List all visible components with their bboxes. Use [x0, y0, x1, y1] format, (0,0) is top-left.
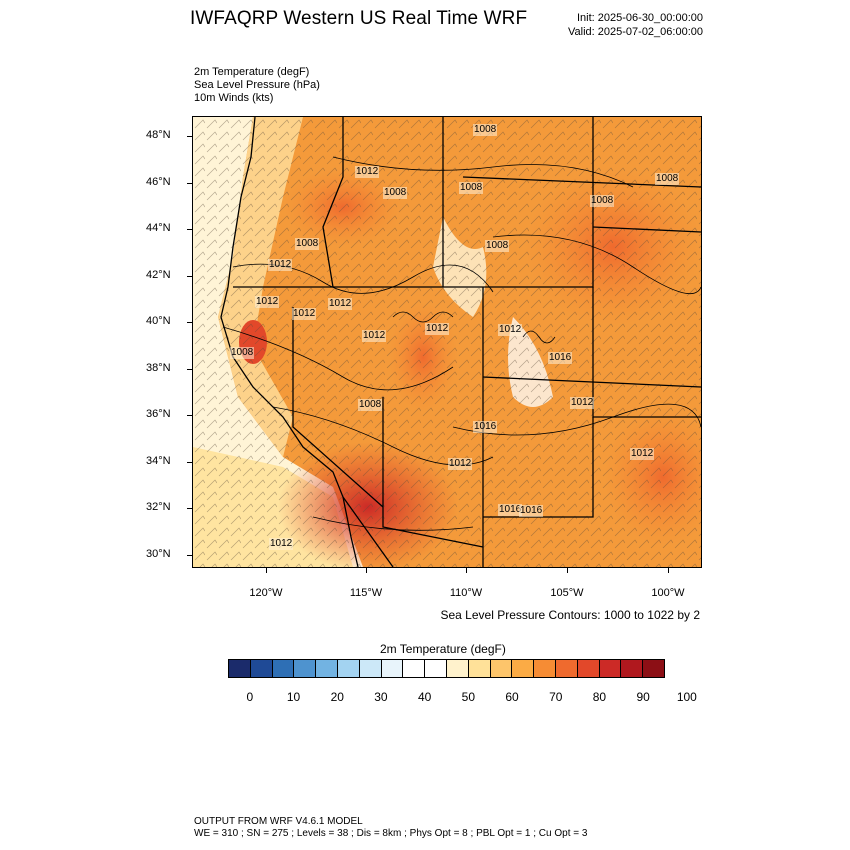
pressure-contour-label: 1012	[425, 323, 450, 335]
colorbar-label: 20	[330, 690, 344, 704]
contour-note: Sea Level Pressure Contours: 1000 to 102…	[440, 608, 701, 622]
colorbar-label: 10	[286, 690, 301, 704]
pressure-contour-label: 1016	[519, 505, 544, 517]
colorbar-label: 50	[461, 690, 476, 704]
lat-label-46n: 46°N	[146, 176, 171, 188]
field-label-temperature: 2m Temperature (degF)	[194, 66, 310, 78]
colorbar-cell	[643, 660, 664, 677]
pressure-contour-label: 1012	[498, 324, 523, 336]
lat-tick	[187, 136, 192, 137]
pressure-contour-label: 1008	[473, 124, 498, 136]
pressure-contour-label: 1008	[383, 187, 408, 199]
colorbar-cell	[337, 660, 360, 677]
pressure-contour-label: 1012	[269, 538, 294, 550]
colorbar-cell	[425, 660, 447, 677]
lon-label-105w: 105°W	[550, 587, 584, 599]
pressure-contour-label: 1008	[230, 347, 255, 359]
lat-tick	[187, 462, 192, 463]
colorbar-cell	[446, 660, 469, 677]
colorbar-label: 100	[676, 690, 697, 704]
lat-tick	[187, 415, 192, 416]
colorbar-label: 30	[374, 690, 388, 704]
colorbar	[228, 659, 665, 678]
pressure-contour-label: 1012	[255, 296, 280, 308]
pressure-contour-label: 1012	[570, 397, 595, 409]
footer-model: OUTPUT FROM WRF V4.6.1 MODEL	[194, 816, 363, 827]
lon-label-120w: 120°W	[249, 587, 283, 599]
lat-label-40n: 40°N	[146, 315, 171, 327]
field-label-winds: 10m Winds (kts)	[194, 92, 274, 104]
pressure-contour-label: 1016	[548, 352, 573, 364]
pressure-contour-label: 1008	[358, 399, 383, 411]
pressure-contour-label: 1008	[459, 182, 484, 194]
colorbar-cell	[599, 660, 622, 677]
colorbar-title: 2m Temperature (degF)	[380, 642, 506, 656]
pressure-contour-label: 1012	[268, 259, 293, 271]
lon-label-100w: 100°W	[651, 587, 685, 599]
lon-label-115w: 115°W	[349, 587, 383, 599]
map-graphic	[193, 117, 701, 567]
colorbar-cell	[316, 660, 338, 677]
lat-label-38n: 38°N	[146, 362, 171, 374]
lon-label-110w: 110°W	[449, 587, 483, 599]
colorbar-cell	[468, 660, 491, 677]
colorbar-cell	[229, 660, 251, 677]
lat-label-36n: 36°N	[146, 408, 171, 420]
lat-tick	[187, 322, 192, 323]
lat-label-34n: 34°N	[146, 455, 171, 467]
colorbar-cell	[359, 660, 382, 677]
colorbar-cell	[490, 660, 513, 677]
pressure-contour-label: 1008	[295, 238, 320, 250]
colorbar-label: 60	[505, 690, 519, 704]
field-label-pressure: Sea Level Pressure (hPa)	[194, 79, 320, 91]
valid-time: Valid: 2025-07-02_06:00:00	[568, 26, 703, 38]
lon-tick	[668, 568, 669, 573]
lat-label-48n: 48°N	[146, 129, 171, 141]
colorbar-cell	[294, 660, 317, 677]
colorbar-cell	[577, 660, 600, 677]
lat-tick	[187, 183, 192, 184]
lat-tick	[187, 369, 192, 370]
init-time: Init: 2025-06-30_00:00:00	[577, 12, 703, 24]
pressure-contour-label: 1008	[655, 173, 680, 185]
colorbar-cell	[272, 660, 295, 677]
colorbar-cell	[381, 660, 404, 677]
pressure-contour-label: 1012	[630, 448, 655, 460]
chart-title: IWFAQRP Western US Real Time WRF	[190, 8, 528, 29]
lon-tick	[466, 568, 467, 573]
pressure-contour-label: 1012	[362, 330, 387, 342]
colorbar-cell	[403, 660, 426, 677]
lat-tick	[187, 555, 192, 556]
colorbar-label: 70	[549, 690, 563, 704]
lat-label-44n: 44°N	[146, 222, 171, 234]
lat-label-42n: 42°N	[146, 269, 171, 281]
colorbar-cell	[621, 660, 644, 677]
pressure-contour-label: 1016	[473, 421, 498, 433]
pressure-contour-label: 1008	[590, 195, 615, 207]
colorbar-label: 0	[246, 690, 254, 704]
pressure-contour-label: 1012	[328, 298, 353, 310]
pressure-contour-label: 1012	[355, 166, 380, 178]
colorbar-cell	[512, 660, 535, 677]
pressure-contour-label: 1012	[448, 458, 473, 470]
colorbar-cell	[250, 660, 273, 677]
footer-config: WE = 310 ; SN = 275 ; Levels = 38 ; Dis …	[194, 828, 588, 839]
colorbar-label: 80	[592, 690, 607, 704]
lat-tick	[187, 229, 192, 230]
lat-label-30n: 30°N	[146, 548, 171, 560]
lon-tick	[266, 568, 267, 573]
colorbar-label: 40	[417, 690, 432, 704]
colorbar-label: 90	[636, 690, 650, 704]
colorbar-cell	[555, 660, 578, 677]
lat-label-32n: 32°N	[146, 501, 171, 513]
lat-tick	[187, 276, 192, 277]
pressure-contour-label: 1012	[292, 308, 317, 320]
pressure-contour-label: 1016	[498, 504, 523, 516]
lon-tick	[366, 568, 367, 573]
lat-tick	[187, 508, 192, 509]
map-panel	[192, 116, 702, 568]
colorbar-cell	[534, 660, 556, 677]
lon-tick	[567, 568, 568, 573]
pressure-contour-label: 1008	[485, 240, 510, 252]
